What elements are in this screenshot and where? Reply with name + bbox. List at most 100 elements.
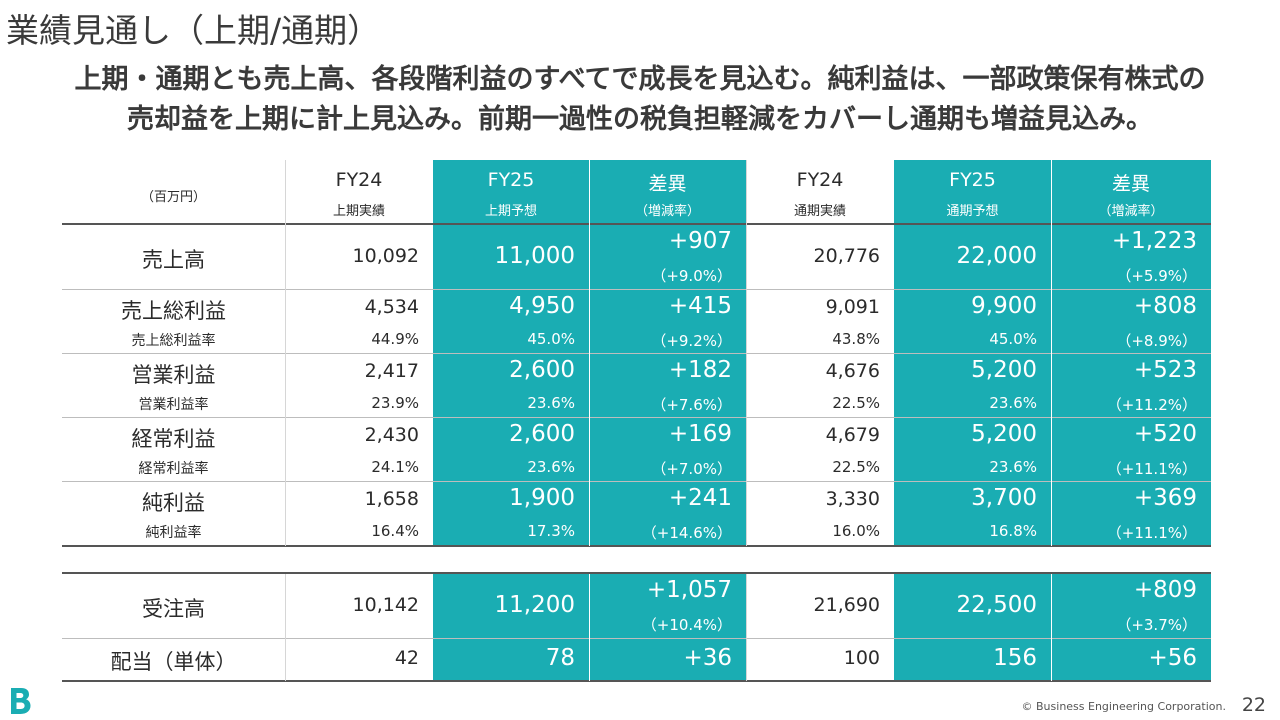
column-divider: [285, 160, 286, 546]
column-divider: [589, 160, 590, 546]
unit-cell: （百万円）: [62, 160, 285, 223]
value-cell: 20,776: [746, 225, 894, 289]
value-cell: 5,200 23.6%: [894, 418, 1051, 481]
value: +169: [668, 421, 732, 447]
ratio: （+7.0%）: [651, 460, 732, 478]
value: 22,500: [956, 592, 1037, 618]
section-top-divider: [62, 572, 1211, 574]
page-number: 22: [1241, 694, 1266, 716]
value-cell: 22,000: [894, 225, 1051, 289]
row-sublabel: 営業利益率: [138, 397, 209, 413]
header-bottom: 通期実績: [793, 204, 846, 219]
value-cell: 4,534 44.9%: [285, 290, 433, 353]
ratio: 23.9%: [371, 394, 419, 412]
header-diff-full: 差異 （増減率）: [1051, 160, 1211, 223]
value-cell: +36: [589, 639, 746, 680]
value-cell: +907 （+9.0%）: [589, 225, 746, 289]
value-cell: 4,950 45.0%: [433, 290, 589, 353]
table-header-row: （百万円） FY24 上期実績 FY25 上期予想 差異 （増減率） FY24 …: [62, 160, 1211, 223]
value: 156: [993, 645, 1037, 671]
header-bottom: 上期実績: [332, 204, 385, 219]
value: 2,600: [509, 421, 575, 447]
row-label: 売上総利益: [121, 299, 226, 323]
ratio: 22.5%: [832, 458, 880, 476]
page-title: 業績見通し（上期/通期）: [6, 11, 381, 50]
value-cell: 10,142: [285, 574, 433, 638]
value-cell: 42: [285, 639, 433, 680]
value-cell: 2,600 23.6%: [433, 354, 589, 417]
section-divider: [62, 545, 1211, 547]
value-cell: +520 （+11.1%）: [1051, 418, 1211, 481]
value: 22,000: [956, 243, 1037, 269]
table-row-orders: 受注高 10,142 11,200 +1,057 （+10.4%） 21,690…: [62, 574, 1211, 638]
value: 11,000: [494, 243, 575, 269]
header-top: FY24: [335, 169, 383, 191]
ratio: 45.0%: [989, 330, 1037, 348]
value: 78: [545, 645, 575, 671]
value: 21,690: [813, 594, 880, 616]
subtitle-line-2: 売却益を上期に計上見込み。前期一過性の税負担軽減をカバーし通期も増益見込み。: [127, 104, 1153, 135]
value: 11,200: [494, 592, 575, 618]
value: 4,679: [825, 424, 880, 446]
percent: （+3.7%）: [1116, 616, 1197, 634]
value-cell: 9,091 43.8%: [746, 290, 894, 353]
percent: （+10.4%）: [641, 616, 732, 634]
row-label-cell: 売上総利益 売上総利益率: [62, 290, 285, 353]
table-row-net-profit: 純利益 純利益率 1,658 16.4% 1,900 17.3% +241 （+…: [62, 482, 1211, 545]
value-cell: 11,000: [433, 225, 589, 289]
value-cell: 10,092: [285, 225, 433, 289]
value-cell: 4,679 22.5%: [746, 418, 894, 481]
value-cell: 22,500: [894, 574, 1051, 638]
table-row-dividend: 配当（単体） 42 78 +36 100 156 +56: [62, 639, 1211, 680]
value: 4,534: [364, 296, 419, 318]
value-cell: +1,223 （+5.9%）: [1051, 225, 1211, 289]
header-top: 差異: [1111, 173, 1150, 195]
page-subtitle: 上期・通期とも売上高、各段階利益のすべてで成長を見込む。純利益は、一部政策保有株…: [0, 60, 1280, 140]
header-bottom: 上期予想: [484, 204, 537, 219]
value-cell: 156: [894, 639, 1051, 680]
column-divider: [1051, 160, 1052, 546]
ratio: 45.0%: [527, 330, 575, 348]
value: 1,900: [509, 485, 575, 511]
row-label-cell: 配当（単体）: [62, 639, 285, 680]
row-label: 純利益: [142, 491, 205, 515]
value-cell: +56: [1051, 639, 1211, 680]
column-divider: [589, 574, 590, 681]
value: +1,223: [1111, 228, 1197, 254]
header-fy24-full: FY24 通期実績: [746, 160, 894, 223]
ratio: 16.4%: [371, 522, 419, 540]
value-cell: 9,900 45.0%: [894, 290, 1051, 353]
value: 3,330: [825, 488, 880, 510]
value-cell: +523 （+11.2%）: [1051, 354, 1211, 417]
unit-label: （百万円）: [140, 190, 206, 205]
value-cell: 21,690: [746, 574, 894, 638]
header-top: FY24: [796, 169, 844, 191]
value: 10,142: [352, 594, 419, 616]
ratio: （+11.1%）: [1106, 460, 1197, 478]
value: +415: [668, 293, 732, 319]
header-bottom: （増減率）: [1098, 204, 1164, 219]
header-diff-h1: 差異 （増減率）: [589, 160, 746, 223]
ratio: 16.0%: [832, 522, 880, 540]
row-divider: [62, 417, 1211, 418]
value-cell: 1,900 17.3%: [433, 482, 589, 545]
value: +523: [1133, 357, 1197, 383]
value-cell: 11,200: [433, 574, 589, 638]
value-cell: +1,057 （+10.4%）: [589, 574, 746, 638]
value-cell: +415 （+9.2%）: [589, 290, 746, 353]
header-top: 差異: [648, 173, 687, 195]
value: +182: [668, 357, 732, 383]
header-divider: [62, 223, 1211, 225]
table-row-operating-profit: 営業利益 営業利益率 2,417 23.9% 2,600 23.6% +182 …: [62, 354, 1211, 417]
row-sublabel: 経常利益率: [138, 461, 209, 477]
percent: （+9.0%）: [651, 267, 732, 285]
ratio: （+11.2%）: [1106, 396, 1197, 414]
value-cell: +808 （+8.9%）: [1051, 290, 1211, 353]
value-cell: 5,200 23.6%: [894, 354, 1051, 417]
value: +809: [1133, 577, 1197, 603]
ratio: （+9.2%）: [651, 332, 732, 350]
header-top: FY25: [487, 169, 535, 191]
ratio: 17.3%: [527, 522, 575, 540]
value: 2,417: [364, 360, 419, 382]
value: +241: [668, 485, 732, 511]
